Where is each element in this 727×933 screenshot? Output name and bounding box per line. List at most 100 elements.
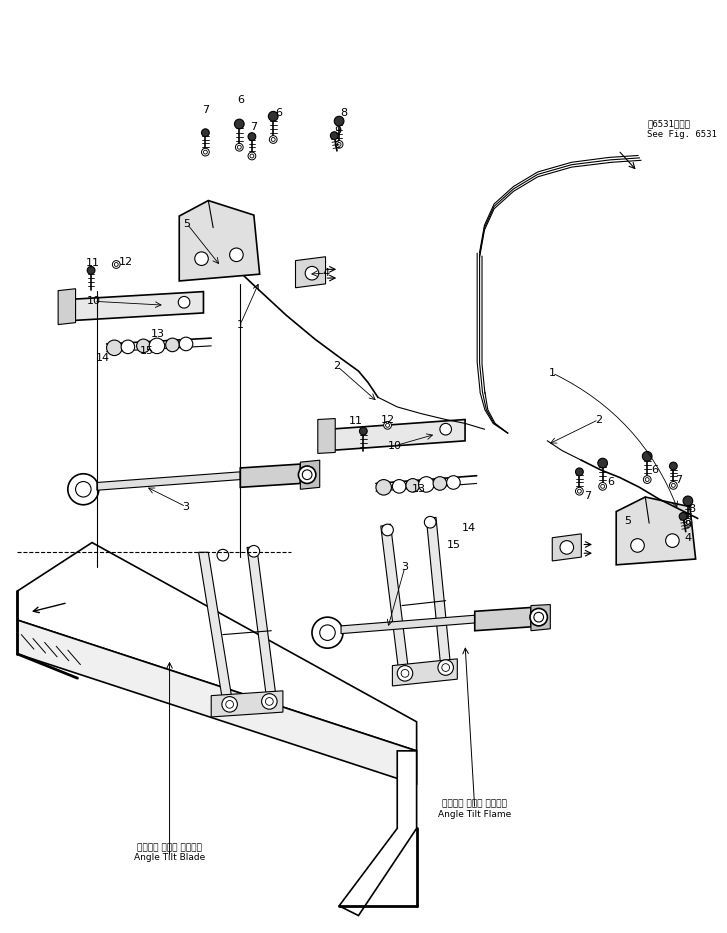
Circle shape: [337, 143, 341, 146]
Polygon shape: [426, 518, 451, 667]
Circle shape: [679, 512, 687, 521]
Circle shape: [631, 538, 644, 552]
Circle shape: [87, 267, 95, 274]
Circle shape: [577, 489, 582, 494]
Circle shape: [438, 660, 454, 675]
Circle shape: [560, 540, 574, 554]
Text: 15: 15: [140, 346, 154, 355]
Circle shape: [598, 458, 608, 468]
Circle shape: [201, 148, 209, 156]
Text: 12: 12: [119, 257, 133, 267]
Text: 2: 2: [595, 414, 603, 425]
Circle shape: [330, 132, 338, 140]
Text: 第6531図参照
See Fig. 6531: 第6531図参照 See Fig. 6531: [647, 119, 717, 139]
Text: アングル チルト フレーム
Angle Tilt Flame: アングル チルト フレーム Angle Tilt Flame: [438, 800, 511, 819]
Circle shape: [121, 340, 134, 354]
Circle shape: [643, 452, 652, 461]
Circle shape: [238, 146, 241, 149]
Circle shape: [248, 132, 256, 141]
Text: 8: 8: [340, 108, 348, 118]
Text: 15: 15: [446, 540, 460, 550]
Text: 5: 5: [624, 516, 631, 526]
Text: 9: 9: [334, 126, 342, 136]
Circle shape: [269, 135, 277, 144]
Circle shape: [433, 477, 446, 490]
Circle shape: [262, 694, 277, 709]
Circle shape: [230, 248, 244, 261]
Circle shape: [195, 252, 209, 266]
Text: 3: 3: [182, 502, 190, 511]
Text: アングル チルト ブレード
Angle Tilt Blade: アングル チルト ブレード Angle Tilt Blade: [134, 842, 205, 862]
Circle shape: [137, 339, 150, 353]
Text: 3: 3: [401, 562, 409, 572]
Text: 6: 6: [651, 465, 659, 475]
Text: 10: 10: [388, 440, 402, 451]
Polygon shape: [339, 751, 417, 915]
Circle shape: [312, 617, 343, 648]
Circle shape: [672, 483, 675, 487]
Circle shape: [265, 698, 273, 705]
Text: 6: 6: [607, 477, 614, 486]
Circle shape: [76, 481, 91, 497]
Circle shape: [684, 519, 692, 526]
Text: 6: 6: [237, 95, 244, 104]
Circle shape: [166, 338, 180, 352]
Polygon shape: [17, 543, 417, 751]
Circle shape: [178, 297, 190, 308]
Polygon shape: [70, 292, 204, 321]
Circle shape: [320, 625, 335, 640]
Polygon shape: [241, 464, 300, 487]
Circle shape: [599, 482, 606, 490]
Text: 10: 10: [87, 297, 101, 306]
Polygon shape: [393, 659, 457, 686]
Circle shape: [601, 484, 605, 488]
Circle shape: [248, 546, 260, 557]
Circle shape: [576, 468, 583, 476]
Text: 1: 1: [549, 368, 555, 378]
Circle shape: [384, 422, 391, 429]
Polygon shape: [212, 690, 283, 717]
Polygon shape: [553, 534, 582, 561]
Text: 5: 5: [183, 219, 190, 229]
Polygon shape: [17, 620, 417, 785]
Circle shape: [302, 470, 312, 480]
Circle shape: [425, 516, 436, 528]
Circle shape: [576, 487, 583, 495]
Circle shape: [446, 476, 460, 489]
Circle shape: [114, 262, 119, 267]
Polygon shape: [58, 288, 76, 325]
Circle shape: [305, 267, 318, 280]
Polygon shape: [300, 460, 320, 489]
Circle shape: [217, 550, 229, 561]
Polygon shape: [180, 201, 260, 281]
Text: 1: 1: [237, 320, 244, 329]
Circle shape: [271, 137, 275, 142]
Circle shape: [666, 534, 679, 548]
Circle shape: [298, 466, 316, 483]
Circle shape: [250, 154, 254, 158]
Circle shape: [670, 481, 678, 489]
Circle shape: [180, 337, 193, 351]
Circle shape: [248, 152, 256, 160]
Text: 13: 13: [151, 329, 165, 340]
Circle shape: [113, 260, 120, 269]
Circle shape: [204, 150, 207, 154]
Polygon shape: [247, 548, 276, 698]
Circle shape: [334, 117, 344, 126]
Circle shape: [643, 476, 651, 483]
Circle shape: [359, 427, 367, 435]
Text: 8: 8: [688, 504, 695, 514]
Text: 2: 2: [334, 361, 341, 371]
Text: 9: 9: [684, 520, 691, 530]
Text: 14: 14: [462, 523, 476, 533]
Text: 14: 14: [96, 354, 110, 364]
Circle shape: [401, 670, 409, 677]
Text: 6: 6: [276, 108, 283, 118]
Circle shape: [683, 496, 693, 506]
Circle shape: [382, 524, 393, 536]
Circle shape: [335, 141, 343, 148]
Polygon shape: [475, 607, 531, 631]
Circle shape: [534, 612, 544, 622]
Text: 7: 7: [202, 105, 209, 116]
Text: 11: 11: [86, 258, 100, 268]
